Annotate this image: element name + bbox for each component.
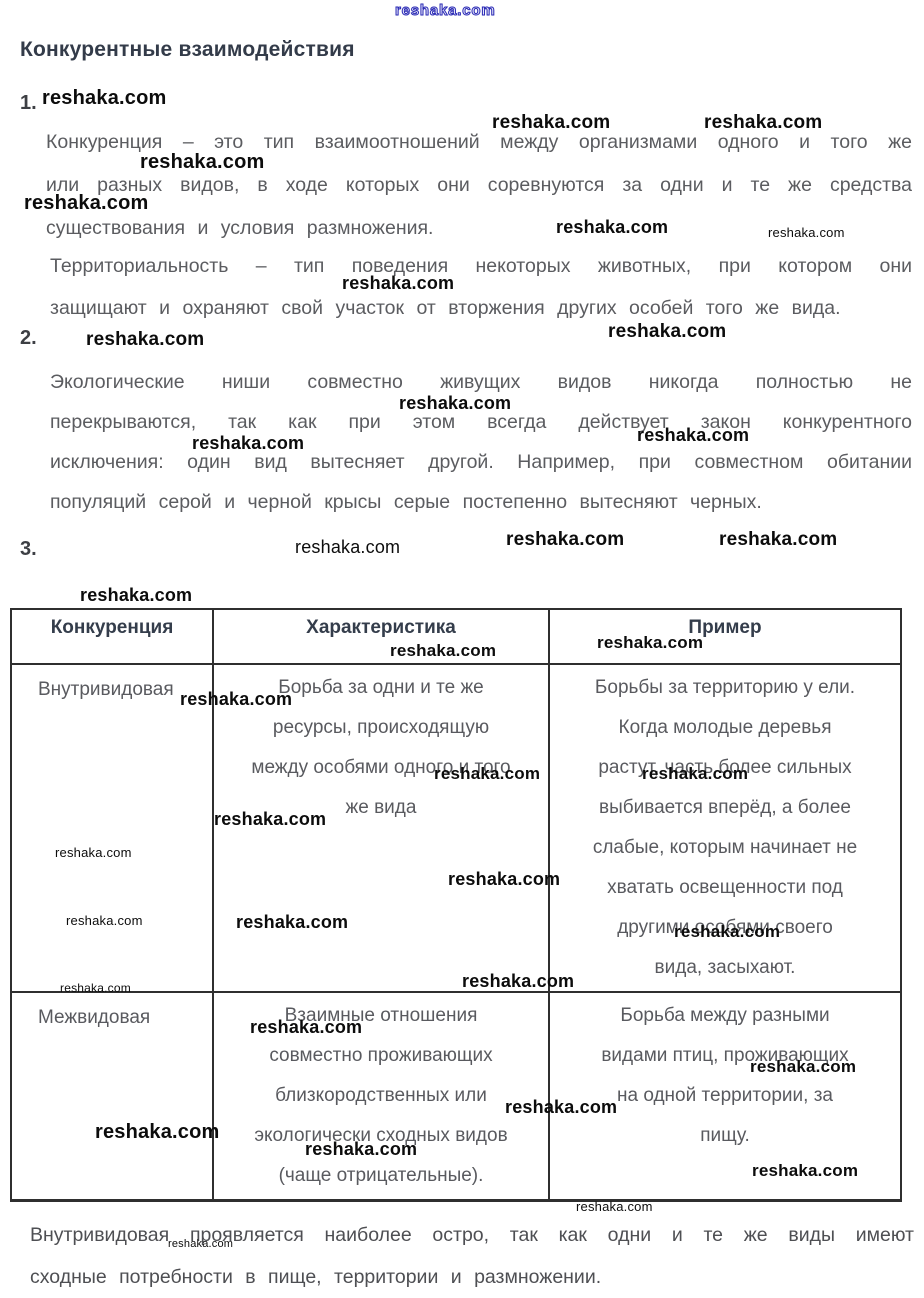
text-line: исключения: один вид вытесняет другой. Н…: [50, 451, 912, 473]
table-header-characteristic: Характеристика: [212, 608, 550, 665]
cell-competition-type: Межвидовая: [10, 991, 214, 1201]
watermark: reshaka.com: [42, 87, 167, 109]
section-number-2: 2.: [20, 327, 37, 349]
section-number-3: 3.: [20, 538, 37, 560]
cell-example: Борьбы за территорию у ели. Когда молоды…: [548, 663, 902, 993]
table-header-row: Конкуренция Характеристика Пример: [10, 608, 902, 665]
text-line: Конкуренция – это тип взаимоотношений ме…: [46, 131, 912, 153]
watermark: reshaka.com: [295, 537, 401, 557]
section-number-1: 1.: [20, 92, 37, 114]
page-title: Конкурентные взаимодействия: [20, 38, 355, 61]
paragraph-ecological-niches: Экологические ниши совместно живущих вид…: [50, 362, 912, 522]
watermark: reshaka.com: [80, 585, 193, 605]
table-header-competition: Конкуренция: [10, 608, 214, 665]
text-line: перекрываются, так как при этом всегда д…: [50, 411, 912, 433]
table-header-example: Пример: [548, 608, 902, 665]
paragraph-territoriality-definition: Территориальность – тип поведения некото…: [50, 245, 912, 329]
text-line: защищают и охраняют свой участок от втор…: [50, 297, 841, 319]
text-line: Экологические ниши совместно живущих вид…: [50, 371, 912, 393]
watermark: reshaka.com: [719, 529, 838, 550]
paragraph-competition-definition: Конкуренция – это тип взаимоотношений ме…: [46, 121, 912, 250]
table-row-interspecific: Межвидовая Взаимные отношения совместно …: [10, 991, 902, 1201]
text-line: сходные потребности в пище, территории и…: [30, 1266, 602, 1288]
watermark: reshaka.com: [395, 2, 496, 19]
text-line: популяций серой и черной крысы серые пос…: [50, 491, 762, 513]
footer-note: Внутривидовая проявляется наиболее остро…: [30, 1214, 914, 1298]
text-line: Территориальность – тип поведения некото…: [50, 255, 912, 277]
text-line: Внутривидовая проявляется наиболее остро…: [30, 1224, 914, 1246]
cell-competition-type: Внутривидовая: [10, 663, 214, 993]
competition-table: Конкуренция Характеристика Пример Внутри…: [10, 608, 902, 1202]
text-line: существования и условия размножения.: [46, 217, 434, 239]
watermark: reshaka.com: [506, 529, 625, 550]
cell-characteristic: Взаимные отношения совместно проживающих…: [212, 991, 550, 1201]
watermark: reshaka.com: [576, 1199, 653, 1214]
cell-characteristic: Борьба за одни и те же ресурсы, происход…: [212, 663, 550, 993]
cell-example: Борьба между разными видами птиц, прожив…: [548, 991, 902, 1201]
watermark: reshaka.com: [86, 329, 205, 350]
table-row-intraspecific: Внутривидовая Борьба за одни и те же рес…: [10, 663, 902, 993]
text-line: или разных видов, в ходе которых они сор…: [46, 174, 912, 196]
